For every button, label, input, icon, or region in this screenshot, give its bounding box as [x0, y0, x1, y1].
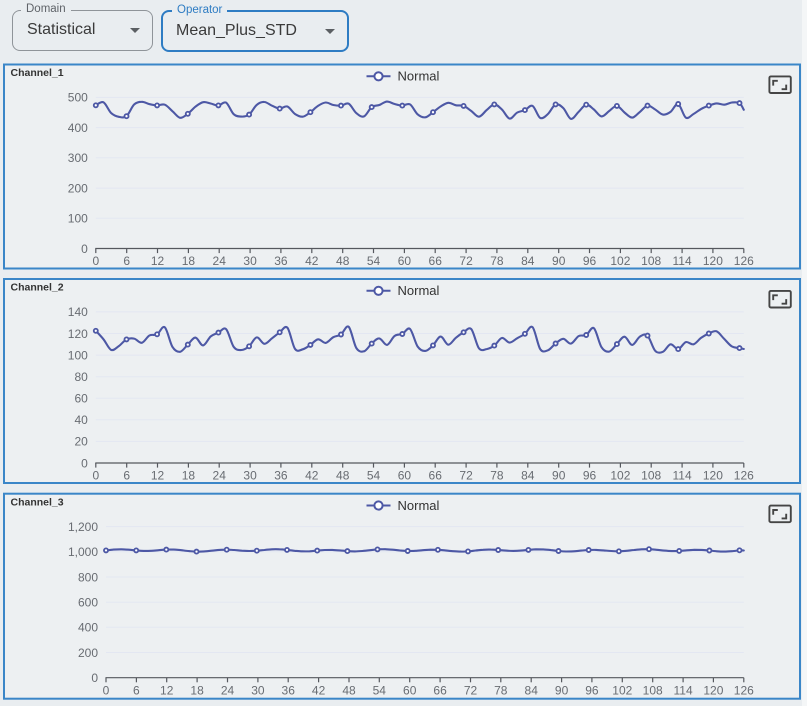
- svg-text:48: 48: [336, 469, 350, 483]
- svg-text:1,200: 1,200: [68, 520, 98, 534]
- svg-text:60: 60: [398, 469, 412, 483]
- svg-text:78: 78: [494, 683, 508, 697]
- svg-text:24: 24: [213, 469, 227, 483]
- svg-text:102: 102: [610, 469, 630, 483]
- svg-text:54: 54: [367, 254, 381, 268]
- svg-text:60: 60: [403, 683, 417, 697]
- svg-text:108: 108: [643, 683, 663, 697]
- svg-text:42: 42: [305, 254, 319, 268]
- svg-text:6: 6: [133, 683, 140, 697]
- svg-text:114: 114: [673, 254, 692, 268]
- svg-text:102: 102: [610, 254, 630, 268]
- svg-text:6: 6: [123, 254, 130, 268]
- svg-text:60: 60: [74, 392, 88, 406]
- svg-text:400: 400: [68, 121, 88, 135]
- svg-text:126: 126: [734, 469, 754, 483]
- svg-text:78: 78: [490, 254, 504, 268]
- svg-text:96: 96: [585, 683, 599, 697]
- svg-text:120: 120: [703, 683, 723, 697]
- svg-text:100: 100: [68, 212, 88, 226]
- svg-text:Normal: Normal: [398, 283, 440, 298]
- svg-text:600: 600: [78, 596, 98, 610]
- svg-text:36: 36: [274, 469, 288, 483]
- svg-text:200: 200: [78, 646, 98, 660]
- svg-text:Channel_1: Channel_1: [11, 67, 64, 79]
- svg-text:66: 66: [429, 254, 443, 268]
- svg-text:102: 102: [612, 683, 632, 697]
- svg-text:30: 30: [251, 683, 265, 697]
- svg-text:20: 20: [74, 435, 88, 449]
- svg-text:12: 12: [160, 683, 174, 697]
- svg-text:120: 120: [68, 327, 88, 341]
- svg-text:1,000: 1,000: [68, 545, 98, 559]
- svg-text:96: 96: [583, 254, 597, 268]
- svg-text:54: 54: [367, 469, 381, 483]
- svg-text:200: 200: [68, 181, 88, 195]
- svg-text:0: 0: [81, 456, 88, 470]
- svg-text:108: 108: [641, 254, 661, 268]
- svg-text:300: 300: [68, 151, 88, 165]
- svg-text:12: 12: [151, 469, 165, 483]
- svg-text:120: 120: [703, 469, 723, 483]
- svg-text:114: 114: [673, 469, 692, 483]
- svg-text:60: 60: [398, 254, 412, 268]
- svg-text:0: 0: [103, 683, 110, 697]
- svg-text:126: 126: [734, 683, 754, 697]
- svg-text:18: 18: [190, 683, 204, 697]
- svg-text:0: 0: [91, 671, 98, 685]
- svg-text:Channel_2: Channel_2: [11, 282, 64, 294]
- svg-text:40: 40: [74, 413, 88, 427]
- svg-text:36: 36: [274, 254, 288, 268]
- svg-text:66: 66: [433, 683, 447, 697]
- svg-text:80: 80: [74, 370, 88, 384]
- svg-text:84: 84: [525, 683, 539, 697]
- svg-text:18: 18: [182, 469, 196, 483]
- svg-text:42: 42: [312, 683, 326, 697]
- svg-text:48: 48: [336, 254, 350, 268]
- svg-text:6: 6: [123, 469, 130, 483]
- svg-text:18: 18: [182, 254, 196, 268]
- svg-text:90: 90: [555, 683, 569, 697]
- svg-text:Normal: Normal: [398, 498, 440, 513]
- svg-text:42: 42: [305, 469, 319, 483]
- svg-text:78: 78: [490, 469, 504, 483]
- svg-text:84: 84: [521, 469, 535, 483]
- svg-text:114: 114: [674, 683, 693, 697]
- svg-text:54: 54: [373, 683, 387, 697]
- svg-text:100: 100: [68, 348, 88, 362]
- svg-text:90: 90: [552, 254, 566, 268]
- svg-text:30: 30: [243, 469, 257, 483]
- svg-text:500: 500: [68, 91, 88, 105]
- svg-text:84: 84: [521, 254, 535, 268]
- svg-text:30: 30: [243, 254, 257, 268]
- svg-text:12: 12: [151, 254, 165, 268]
- svg-text:Normal: Normal: [398, 69, 440, 84]
- svg-text:36: 36: [282, 683, 296, 697]
- svg-text:0: 0: [92, 254, 99, 268]
- svg-text:48: 48: [342, 683, 356, 697]
- svg-text:120: 120: [703, 254, 723, 268]
- svg-text:90: 90: [552, 469, 566, 483]
- svg-text:72: 72: [459, 469, 473, 483]
- svg-text:72: 72: [464, 683, 478, 697]
- svg-text:96: 96: [583, 469, 597, 483]
- svg-text:126: 126: [734, 254, 754, 268]
- svg-text:24: 24: [213, 254, 227, 268]
- svg-text:140: 140: [68, 305, 88, 319]
- svg-text:108: 108: [641, 469, 661, 483]
- svg-text:72: 72: [459, 254, 473, 268]
- svg-text:800: 800: [78, 570, 98, 584]
- svg-text:66: 66: [429, 469, 443, 483]
- svg-text:0: 0: [81, 242, 88, 256]
- svg-text:400: 400: [78, 621, 98, 635]
- svg-text:24: 24: [221, 683, 235, 697]
- svg-text:Channel_3: Channel_3: [11, 496, 64, 508]
- svg-text:0: 0: [92, 469, 99, 483]
